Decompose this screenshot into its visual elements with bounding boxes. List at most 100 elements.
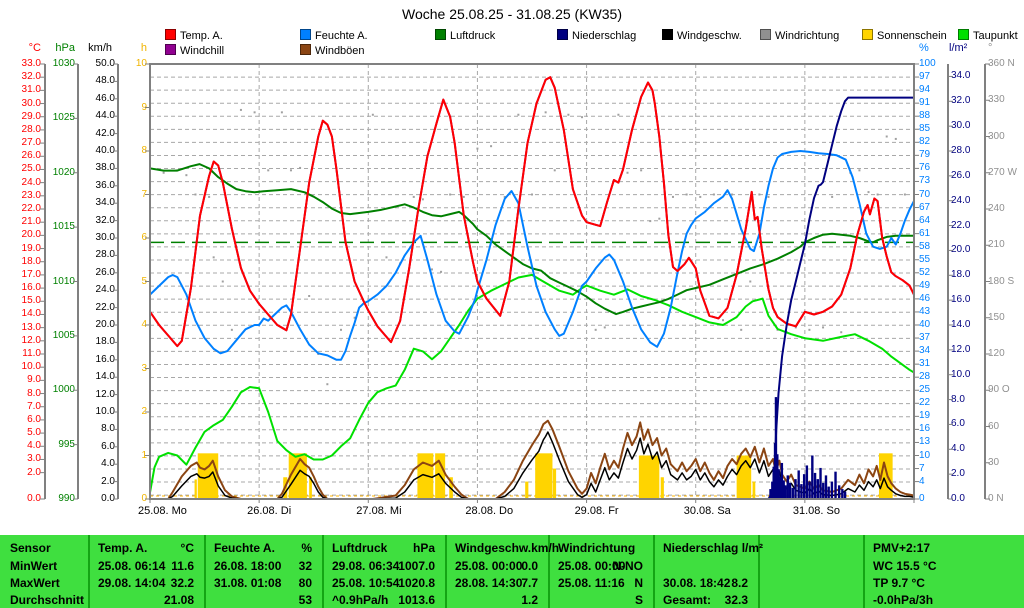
tick-label-wind: 12.0 — [95, 388, 115, 400]
tick-label-temp: 32.0 — [21, 71, 41, 83]
axis-unit-sun: h — [140, 42, 147, 54]
tick-label-dir: 210 — [988, 239, 1005, 251]
tick-label-rain: 26.0 — [951, 169, 971, 181]
legend-label: Windgeschw. — [677, 30, 742, 42]
footer-value-label: 25.08. 06:14 — [98, 559, 166, 573]
tick-label-hum: 88 — [919, 110, 931, 122]
tick-label-press: 1005 — [52, 329, 75, 341]
tick-label-temp: 11.0 — [22, 348, 41, 359]
tick-label-temp: 2.0 — [27, 466, 41, 478]
tick-label-hum: 25 — [919, 384, 931, 396]
axis-unit-hum: % — [919, 42, 929, 54]
axis-unit-wind: km/h — [88, 42, 112, 54]
legend-swatch-icon — [958, 29, 969, 40]
tick-label-wind: 20.0 — [95, 319, 115, 330]
tick-label-wind: 0.0 — [101, 493, 115, 504]
footer-separator — [548, 535, 550, 608]
footer-header: Luftdruck — [332, 541, 388, 555]
legend-swatch-icon — [435, 29, 446, 40]
tick-label-hum: 7 — [919, 462, 925, 474]
footer-value-label: 28.08. 14:30 — [455, 576, 523, 590]
tick-label-sun: 8 — [141, 145, 147, 156]
legend-item-windgeschw-: Windgeschw. — [662, 29, 742, 42]
footer-separator — [88, 535, 90, 608]
tick-label-press: 1000 — [52, 384, 75, 396]
tick-label-wind: 38.0 — [95, 162, 115, 174]
footer-separator — [758, 535, 760, 608]
tick-label-rain: 18.0 — [951, 269, 971, 281]
tick-label-dir: 330 — [988, 94, 1005, 106]
tick-label-hum: 40 — [919, 319, 931, 330]
tick-label-hum: 43 — [919, 305, 931, 317]
tick-label-hum: 67 — [919, 201, 931, 213]
tick-label-temp: 31.0 — [21, 84, 41, 96]
legend-label: Windrichtung — [775, 30, 840, 42]
series-temp-a- — [150, 76, 914, 348]
legend-label: Taupunkt — [973, 30, 1018, 42]
tick-label-temp: 6.0 — [27, 413, 41, 425]
tick-label-hum: 10 — [919, 449, 931, 461]
footer-value-label: 30.08. 18:42 — [663, 576, 731, 590]
footer-header: Niederschlag l/m² — [663, 541, 764, 555]
tick-label-dir: 360 N — [988, 58, 1015, 69]
page-title: Woche 25.08.25 - 31.08.25 (KW35) — [402, 6, 622, 22]
tick-label-rain: 0.0 — [951, 493, 965, 504]
tick-label-sun: 3 — [141, 362, 147, 374]
tick-label-rain: 6.0 — [951, 418, 965, 430]
footer-header: Sensor — [10, 541, 51, 555]
date-label-day3: 28.08. Do — [465, 505, 514, 517]
tick-label-hum: 94 — [919, 84, 931, 96]
tick-label-temp: 19.0 — [21, 242, 41, 254]
tick-label-temp: 28.0 — [21, 123, 41, 135]
date-label-day5: 30.08. Sa — [683, 505, 731, 517]
tick-label-sun: 2 — [141, 406, 147, 417]
tick-label-hum: 97 — [919, 71, 931, 83]
rain-intensity-bars — [769, 397, 847, 499]
footer-value: 7.7 — [521, 576, 538, 590]
tick-label-hum: 52 — [919, 266, 931, 278]
footer-value-label: 31.08. 01:08 — [214, 576, 282, 590]
stats-footer: Sensor MinWert MaxWert Durchschnitt Temp. A.… — [0, 535, 1024, 608]
tick-label-wind: 40.0 — [95, 145, 115, 156]
tick-label-rain: 30.0 — [951, 120, 971, 132]
tick-label-wind: 24.0 — [95, 284, 115, 296]
footer-value-label: MaxWert — [10, 576, 60, 590]
legend-swatch-icon — [862, 29, 873, 40]
legend-label: Sonnenschein — [877, 30, 947, 42]
footer-value-label: Durchschnitt — [10, 593, 85, 607]
tick-label-rain: 32.0 — [951, 95, 971, 107]
tick-label-wind: 2.0 — [101, 475, 115, 487]
tick-label-wind: 8.0 — [101, 423, 115, 435]
tick-label-hum: 19 — [919, 410, 931, 422]
footer-value: 32.2 — [170, 576, 194, 590]
tick-label-wind: 50.0 — [95, 58, 115, 69]
footer-value: 1020.8 — [398, 576, 435, 590]
legend-label: Windchill — [180, 45, 225, 57]
footer-value-label: Gesamt: — [663, 593, 712, 607]
tick-label-hum: 22 — [919, 397, 931, 409]
tick-label-hum: 16 — [919, 423, 931, 435]
gridlines — [149, 64, 915, 503]
tick-label-wind: 48.0 — [95, 75, 115, 87]
series-windchill — [150, 76, 914, 348]
tick-label-dir: 120 — [988, 348, 1005, 359]
tick-label-dir: 0 N — [988, 493, 1004, 504]
tick-label-rain: 16.0 — [951, 294, 971, 306]
tick-label-rain: 4.0 — [951, 443, 965, 455]
tick-label-hum: 46 — [919, 292, 931, 304]
tick-label-temp: 14.0 — [21, 308, 41, 320]
legend-item-windrichtung: Windrichtung — [760, 29, 840, 42]
tick-label-wind: 18.0 — [95, 336, 115, 348]
tick-label-wind: 10.0 — [95, 406, 115, 417]
footer-value: N-NO — [612, 559, 643, 573]
tick-label-hum: 13 — [919, 436, 931, 448]
tick-label-temp: 20.0 — [21, 229, 41, 241]
tick-label-temp: 7.0 — [27, 400, 41, 412]
tick-label-rain: 24.0 — [951, 194, 971, 206]
footer-value-label: WC 15.5 °C — [873, 559, 937, 573]
tick-label-hum: 100 — [919, 58, 936, 69]
legend-item-windchill: Windchill — [165, 44, 225, 57]
footer-value-label: 25.08. 00:00 — [558, 559, 626, 573]
tick-label-rain: 20.0 — [951, 244, 971, 256]
tick-label-temp: 13.0 — [21, 321, 41, 333]
